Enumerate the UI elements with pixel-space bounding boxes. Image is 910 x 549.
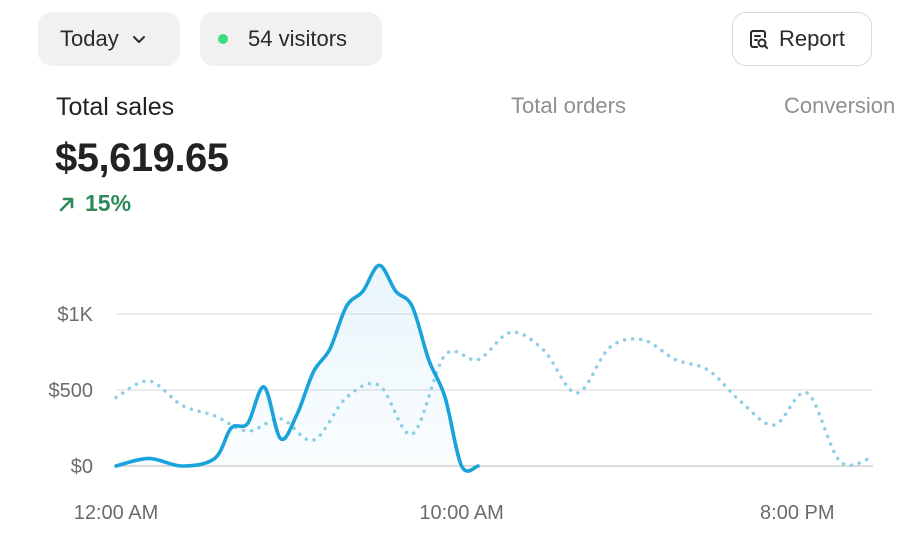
series-2-line (114, 330, 875, 468)
arrow-up-right-icon (59, 197, 74, 211)
x-tick-label: 8:00 PM (760, 502, 834, 524)
sales-line-chart: $0 $500 $1K 12:00 AM 10:00 AM 8:00 PM (49, 263, 875, 524)
report-button[interactable]: Report (732, 12, 872, 66)
y-tick-label: $0 (71, 456, 93, 478)
y-tick-label: $1K (57, 304, 93, 326)
y-axis-ticks: $0 $500 $1K (49, 304, 94, 478)
tab-conversion[interactable]: Conversion (784, 93, 896, 118)
x-tick-label: 10:00 AM (419, 502, 504, 524)
tab-total-sales[interactable]: Total sales (56, 93, 175, 121)
total-sales-value: $5,619.65 (55, 136, 229, 180)
sales-change-indicator: 15% (57, 190, 131, 217)
date-filter-dropdown[interactable]: Today (38, 12, 180, 66)
x-axis-ticks: 12:00 AM 10:00 AM 8:00 PM (74, 502, 835, 524)
chevron-down-icon (132, 36, 145, 43)
sales-change-value: 15% (85, 190, 132, 216)
visitors-badge[interactable]: 54 visitors (200, 12, 382, 66)
report-search-icon (750, 30, 768, 49)
live-status-dot (218, 34, 228, 44)
series-1-line (114, 263, 480, 473)
report-button-label: Report (779, 26, 846, 51)
tab-total-orders[interactable]: Total orders (511, 93, 626, 118)
visitors-label: 54 visitors (248, 26, 348, 51)
x-tick-label: 12:00 AM (74, 502, 159, 524)
y-tick-label: $500 (49, 380, 94, 402)
date-filter-label: Today (60, 26, 119, 51)
series-1-area (116, 265, 479, 472)
